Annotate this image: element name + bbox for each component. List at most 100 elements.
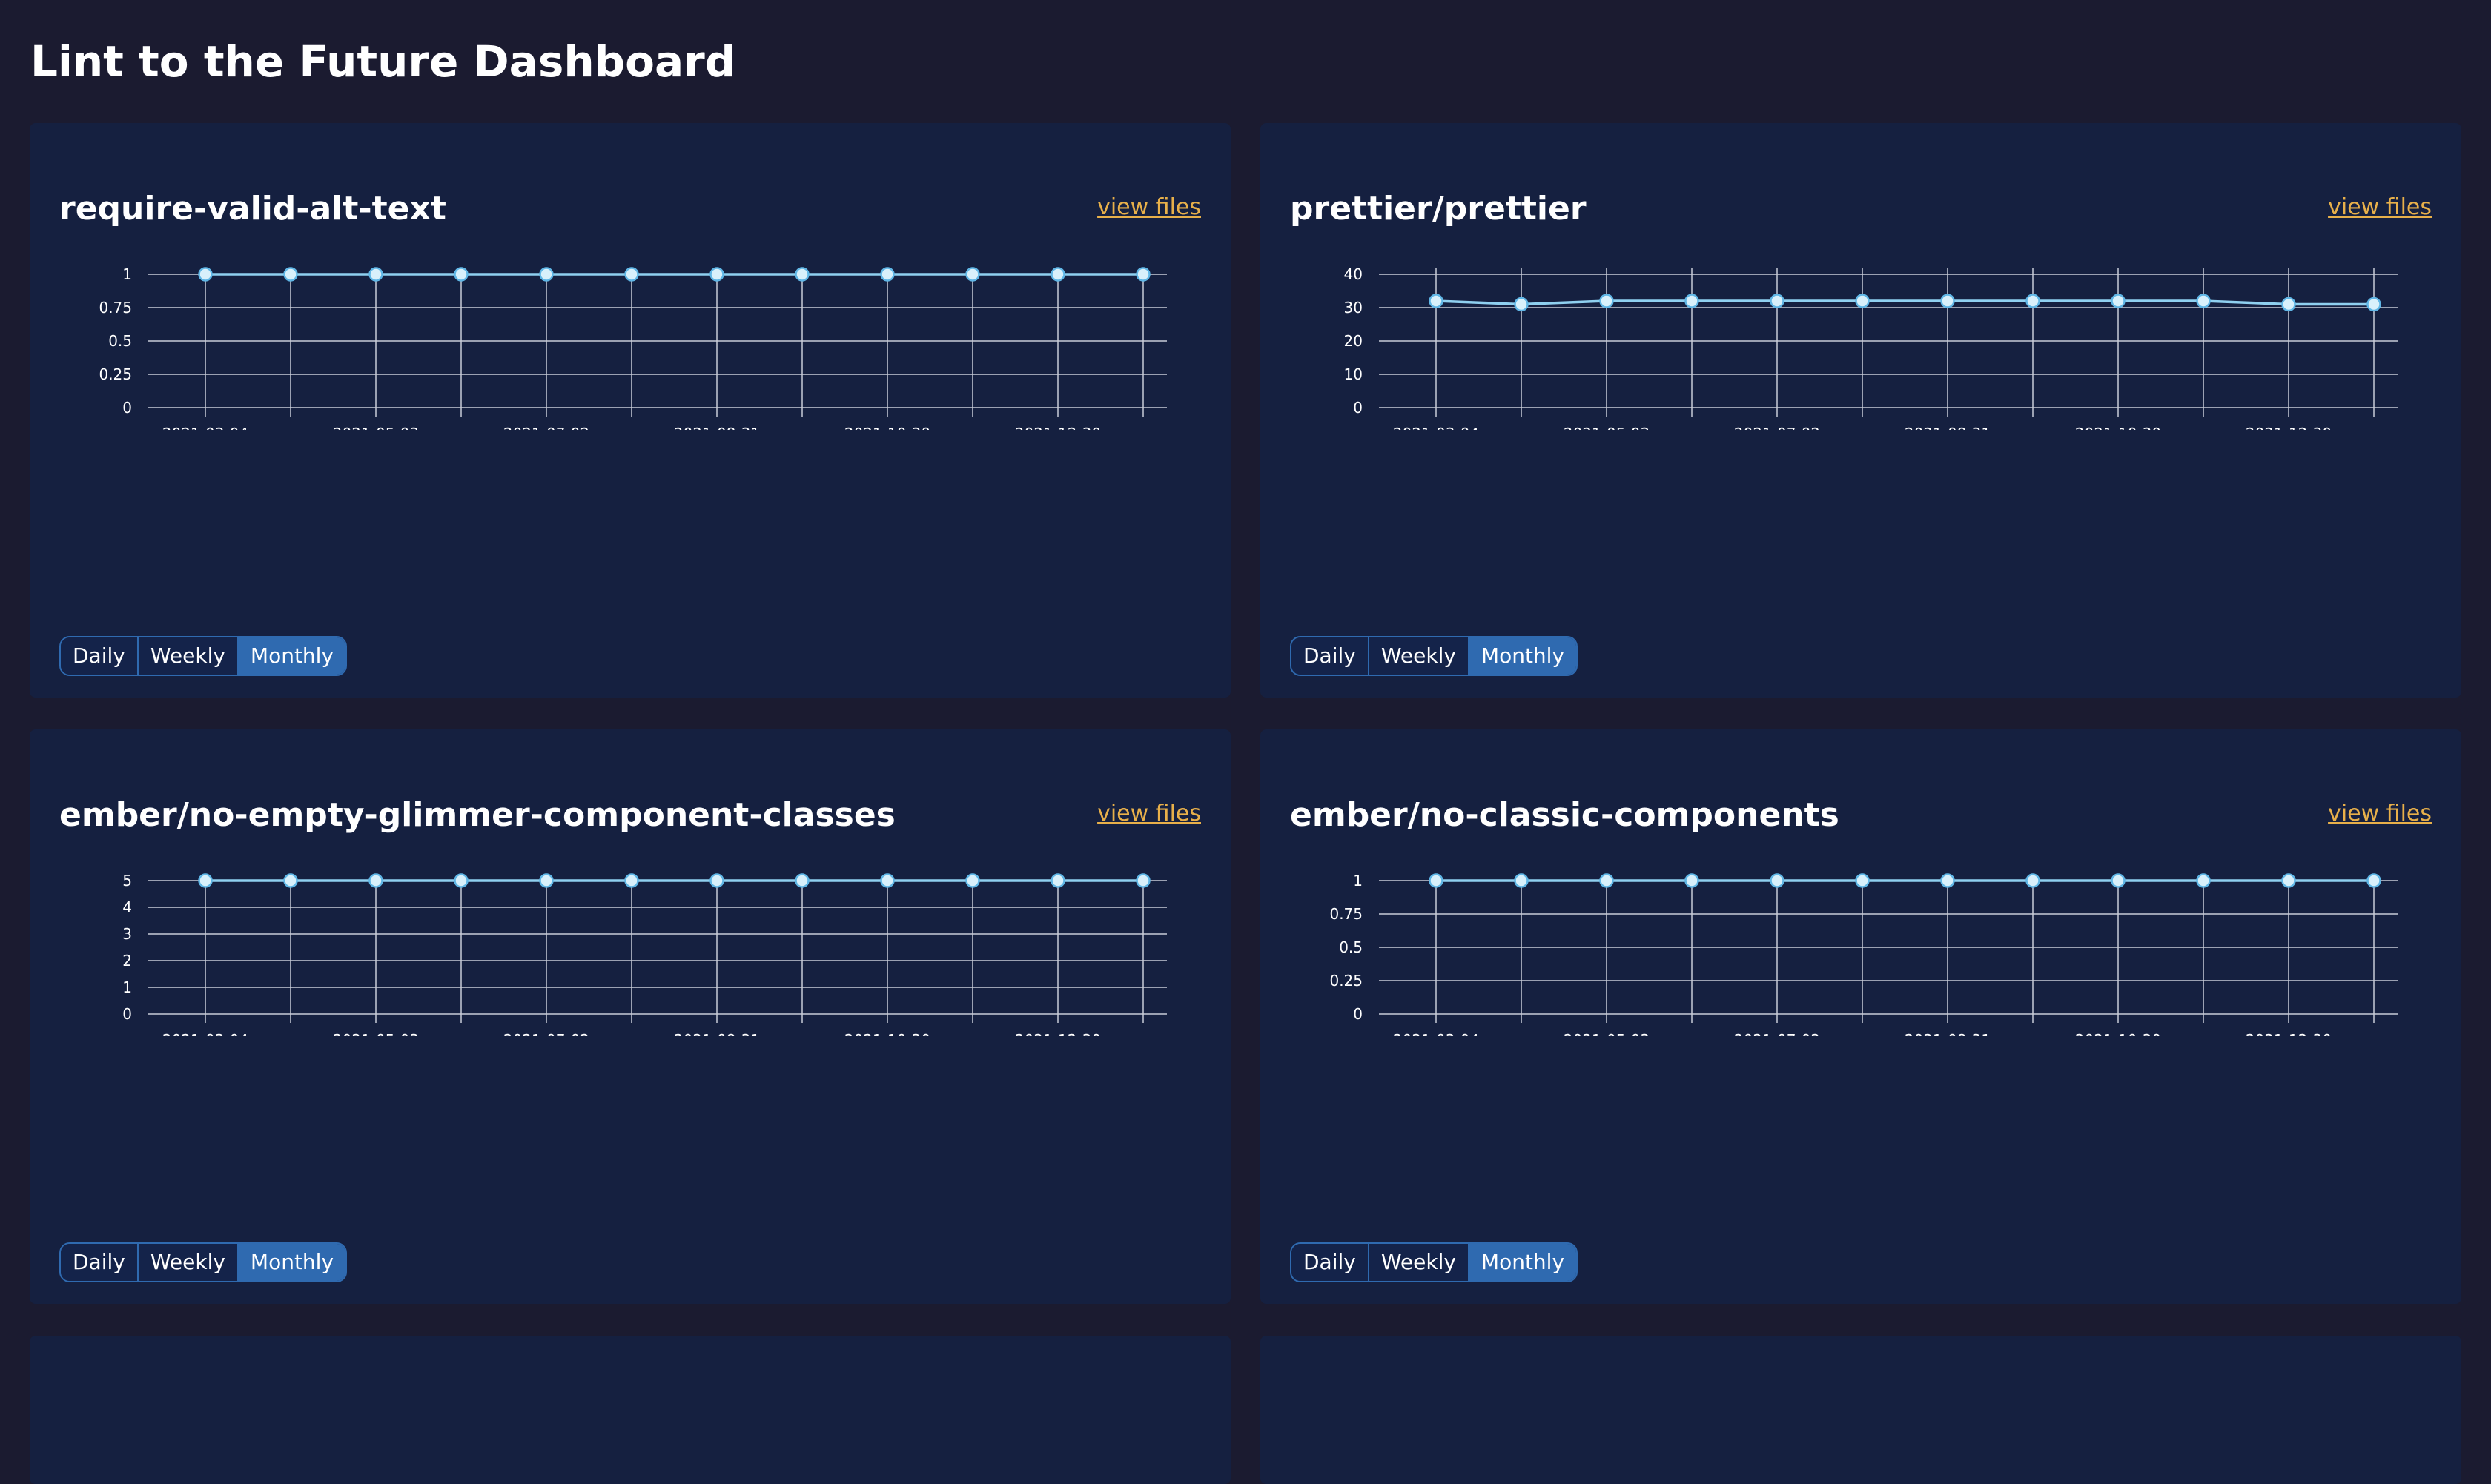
data-point[interactable] bbox=[454, 267, 469, 282]
toggle-weekly[interactable]: Weekly bbox=[1367, 1244, 1468, 1281]
data-point[interactable] bbox=[1770, 294, 1784, 308]
y-tick-label: 1 bbox=[122, 978, 132, 996]
data-point[interactable] bbox=[454, 873, 469, 888]
x-tick-label: 2021-08-31 bbox=[1905, 425, 1991, 430]
x-tick-label: 2021-07-02 bbox=[503, 425, 589, 430]
data-point[interactable] bbox=[539, 873, 554, 888]
x-tick-label: 2021-05-03 bbox=[1564, 425, 1650, 430]
x-tick-label: 2021-03-04 bbox=[1393, 425, 1479, 430]
toggle-monthly[interactable]: Monthly bbox=[1467, 637, 1577, 675]
x-tick-label: 2021-03-04 bbox=[162, 1031, 248, 1036]
data-point[interactable] bbox=[965, 873, 980, 888]
data-point[interactable] bbox=[368, 873, 383, 888]
data-point[interactable] bbox=[965, 267, 980, 282]
data-point[interactable] bbox=[2281, 297, 2296, 312]
x-tick-label: 2021-10-30 bbox=[844, 425, 930, 430]
data-point[interactable] bbox=[1855, 294, 1870, 308]
chart-card: ember/no-classic-components view files 0 0.… bbox=[1260, 729, 2461, 1304]
y-tick-label: 0.25 bbox=[99, 365, 132, 383]
data-point[interactable] bbox=[2196, 294, 2211, 308]
period-toggle: Daily Weekly Monthly bbox=[59, 1242, 348, 1282]
data-point[interactable] bbox=[1684, 873, 1699, 888]
toggle-weekly[interactable]: Weekly bbox=[1367, 637, 1468, 675]
y-tick-label: 1 bbox=[1353, 872, 1363, 890]
data-point[interactable] bbox=[880, 873, 895, 888]
y-tick-label: 0.75 bbox=[99, 299, 132, 317]
period-toggle: Daily Weekly Monthly bbox=[1290, 1242, 1578, 1282]
data-point[interactable] bbox=[2366, 873, 2381, 888]
data-point[interactable] bbox=[283, 267, 298, 282]
data-point[interactable] bbox=[2025, 873, 2040, 888]
toggle-monthly[interactable]: Monthly bbox=[236, 637, 346, 675]
data-point[interactable] bbox=[624, 873, 639, 888]
period-toggle: Daily Weekly Monthly bbox=[59, 636, 348, 676]
data-point[interactable] bbox=[1136, 873, 1151, 888]
data-point[interactable] bbox=[795, 267, 810, 282]
data-point[interactable] bbox=[1136, 267, 1151, 282]
y-tick-label: 0.5 bbox=[108, 332, 132, 350]
toggle-weekly[interactable]: Weekly bbox=[136, 637, 237, 675]
data-point[interactable] bbox=[1051, 873, 1065, 888]
data-point[interactable] bbox=[709, 873, 724, 888]
y-tick-label: 1 bbox=[122, 265, 132, 283]
y-tick-label: 0 bbox=[1353, 399, 1363, 417]
y-tick-label: 20 bbox=[1344, 332, 1363, 350]
data-point[interactable] bbox=[2111, 873, 2126, 888]
toggle-monthly[interactable]: Monthly bbox=[1467, 1244, 1577, 1281]
data-point[interactable] bbox=[1429, 294, 1443, 308]
view-files-link[interactable]: view files bbox=[2328, 194, 2432, 220]
x-tick-label: 2021-10-30 bbox=[2075, 425, 2161, 430]
data-point[interactable] bbox=[368, 267, 383, 282]
view-files-link[interactable]: view files bbox=[2328, 801, 2432, 827]
data-point[interactable] bbox=[1514, 873, 1529, 888]
data-point[interactable] bbox=[2196, 873, 2211, 888]
data-point[interactable] bbox=[709, 267, 724, 282]
view-files-link[interactable]: view files bbox=[1097, 194, 1201, 220]
data-point[interactable] bbox=[1940, 294, 1955, 308]
data-point[interactable] bbox=[1940, 873, 1955, 888]
data-point[interactable] bbox=[1684, 294, 1699, 308]
y-tick-label: 0.25 bbox=[1329, 972, 1363, 990]
y-tick-label: 5 bbox=[122, 872, 132, 890]
x-tick-label: 2021-05-03 bbox=[333, 425, 419, 430]
x-tick-label: 2021-07-02 bbox=[1734, 425, 1820, 430]
chart-card: ember/no-empty-glimmer-component-classes… bbox=[30, 729, 1231, 1304]
data-point[interactable] bbox=[624, 267, 639, 282]
toggle-daily[interactable]: Daily bbox=[1291, 1244, 1368, 1281]
data-point[interactable] bbox=[1429, 873, 1443, 888]
x-tick-label: 2021-07-02 bbox=[503, 1031, 589, 1036]
toggle-monthly[interactable]: Monthly bbox=[236, 1244, 346, 1281]
view-files-link[interactable]: view files bbox=[1097, 801, 1201, 827]
toggle-daily[interactable]: Daily bbox=[1291, 637, 1368, 675]
toggle-daily[interactable]: Daily bbox=[61, 1244, 137, 1281]
x-tick-label: 2021-12-30 bbox=[1015, 425, 1101, 430]
data-point[interactable] bbox=[880, 267, 895, 282]
data-point[interactable] bbox=[2281, 873, 2296, 888]
data-point[interactable] bbox=[2111, 294, 2126, 308]
data-point[interactable] bbox=[198, 267, 213, 282]
y-tick-label: 2 bbox=[122, 952, 132, 970]
x-tick-label: 2021-08-31 bbox=[674, 425, 760, 430]
data-point[interactable] bbox=[1514, 297, 1529, 312]
data-point[interactable] bbox=[1599, 873, 1614, 888]
data-point[interactable] bbox=[198, 873, 213, 888]
card-partial bbox=[1260, 1336, 2461, 1484]
data-point[interactable] bbox=[1855, 873, 1870, 888]
data-point[interactable] bbox=[2366, 297, 2381, 312]
toggle-weekly[interactable]: Weekly bbox=[136, 1244, 237, 1281]
data-point[interactable] bbox=[539, 267, 554, 282]
toggle-daily[interactable]: Daily bbox=[61, 637, 137, 675]
data-point[interactable] bbox=[1599, 294, 1614, 308]
line-chart: 0 10 20 30 40 2021-03-04 2021-05-03 2021-07-02 2… bbox=[1344, 265, 2398, 430]
y-tick-label: 30 bbox=[1344, 299, 1363, 317]
data-point[interactable] bbox=[1051, 267, 1065, 282]
chart-card: prettier/prettier view files 0 10 20 30 40 2021… bbox=[1260, 123, 2461, 698]
chart-title: require-valid-alt-text bbox=[59, 190, 446, 228]
data-point[interactable] bbox=[1770, 873, 1784, 888]
line-chart: 0 0.25 0.5 0.75 1 2021-03-04 2021-05-03 2021-07… bbox=[99, 265, 1167, 430]
line-chart: 0 0.25 0.5 0.75 1 2021-03-04 2021-05-03 2021-07… bbox=[1329, 872, 2398, 1036]
data-point[interactable] bbox=[2025, 294, 2040, 308]
data-point[interactable] bbox=[283, 873, 298, 888]
data-point[interactable] bbox=[795, 873, 810, 888]
card-partial bbox=[30, 1336, 1231, 1484]
